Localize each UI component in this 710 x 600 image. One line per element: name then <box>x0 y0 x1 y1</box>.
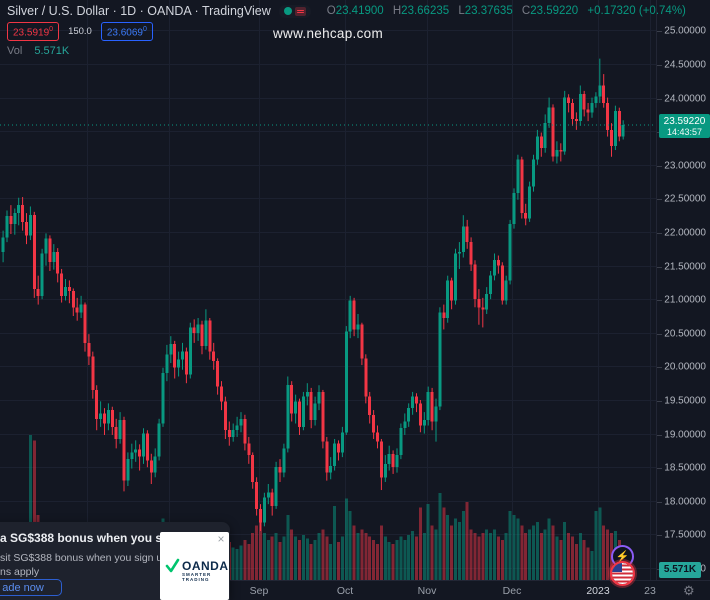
price-axis-label: 21.50000 <box>664 261 706 272</box>
trade-now-button[interactable]: ade now <box>0 579 62 596</box>
price-axis-tick <box>657 366 662 368</box>
price-axis-label: 22.00000 <box>664 227 706 238</box>
price-axis-tick <box>657 64 662 66</box>
volume-label: Vol <box>7 45 23 57</box>
price-axis-tick <box>657 467 662 469</box>
price-axis-tick <box>657 434 662 436</box>
sell-button[interactable]: 23.59190 <box>7 21 60 42</box>
last-price-badge: 23.59220 14:43:57 <box>659 114 710 138</box>
buy-button[interactable]: 23.60690 <box>100 21 153 42</box>
oanda-tagline: SMARTER TRADING <box>182 572 212 582</box>
watermark: www.nehcap.com <box>273 26 383 41</box>
time-axis-label: Oct <box>336 585 354 597</box>
price-axis-tick <box>657 333 662 335</box>
price-axis-label: 24.50000 <box>664 59 706 70</box>
time-axis-label: 23 <box>644 585 656 597</box>
price-axis-tick <box>657 198 662 200</box>
price-axis-tick <box>657 30 662 32</box>
price-axis-label: 20.50000 <box>664 328 706 339</box>
time-axis-label: Nov <box>417 585 437 597</box>
price-axis-tick <box>657 232 662 234</box>
price-axis-label: 18.50000 <box>664 462 706 473</box>
price-axis-label: 25.00000 <box>664 25 706 36</box>
price-axis-label: 20.00000 <box>664 361 706 372</box>
time-axis-label: 2023 <box>586 585 610 597</box>
price-axis-tick <box>657 98 662 100</box>
time-axis-label: Sep <box>249 585 269 597</box>
price-axis-label: 23.00000 <box>664 160 706 171</box>
price-axis-label: 18.00000 <box>664 496 706 507</box>
symbol-title[interactable]: Silver / U.S. Dollar · 1D · OANDA · Trad… <box>7 4 271 18</box>
oanda-logo-panel[interactable]: × OANDA SMARTER TRADING <box>160 532 229 600</box>
price-axis-tick <box>657 501 662 503</box>
price-axis-tick <box>657 400 662 402</box>
close-icon[interactable]: × <box>217 532 225 546</box>
us-flag-graphic <box>612 563 633 584</box>
last-price-value: 23.59220 <box>663 116 706 127</box>
ad-text: sit SG$388 bonus when you sign up. <box>0 552 172 564</box>
price-axis-label: 19.00000 <box>664 429 706 440</box>
volume-value: 5.571K <box>34 45 70 57</box>
price-axis-tick <box>657 266 662 268</box>
price-axis-tick <box>657 165 662 167</box>
price-axis-label: 17.50000 <box>664 529 706 540</box>
time-axis-label: Dec <box>502 585 522 597</box>
toggle-menu-icon <box>294 6 306 16</box>
oanda-check-icon <box>165 558 180 573</box>
ad-title: a SG$388 bonus when you sign up. <box>0 531 202 545</box>
volume-badge: 5.571K <box>659 561 701 578</box>
price-axis-label: 21.00000 <box>664 294 706 305</box>
change-value: +0.17320 (+0.74%) <box>587 5 686 17</box>
toggle-dot-icon <box>283 7 292 15</box>
oanda-wordmark: OANDA <box>182 558 229 573</box>
chart-legend: Silver / U.S. Dollar · 1D · OANDA · Trad… <box>7 3 686 57</box>
ohlc-readout: O23.41900 H23.66235 L23.37635 C23.59220 … <box>326 5 686 17</box>
price-axis-label: 19.50000 <box>664 395 706 406</box>
spread-value: 150.0 <box>68 26 92 37</box>
settings-gear-icon[interactable]: ⚙ <box>683 583 695 598</box>
price-axis[interactable]: 23.59220 14:43:57 5.571K 25.00000 24.5000… <box>656 0 710 580</box>
bar-countdown: 14:43:57 <box>666 127 703 137</box>
trading-toggle[interactable] <box>278 4 311 18</box>
price-axis-tick <box>657 534 662 536</box>
us-flag-icon[interactable] <box>610 561 635 586</box>
price-axis-label: 22.50000 <box>664 193 706 204</box>
ad-banner: a SG$388 bonus when you sign up. sit SG$… <box>0 522 230 600</box>
ad-terms: ns apply <box>0 566 40 578</box>
price-axis-label: 24.00000 <box>664 93 706 104</box>
price-axis-tick <box>657 299 662 301</box>
